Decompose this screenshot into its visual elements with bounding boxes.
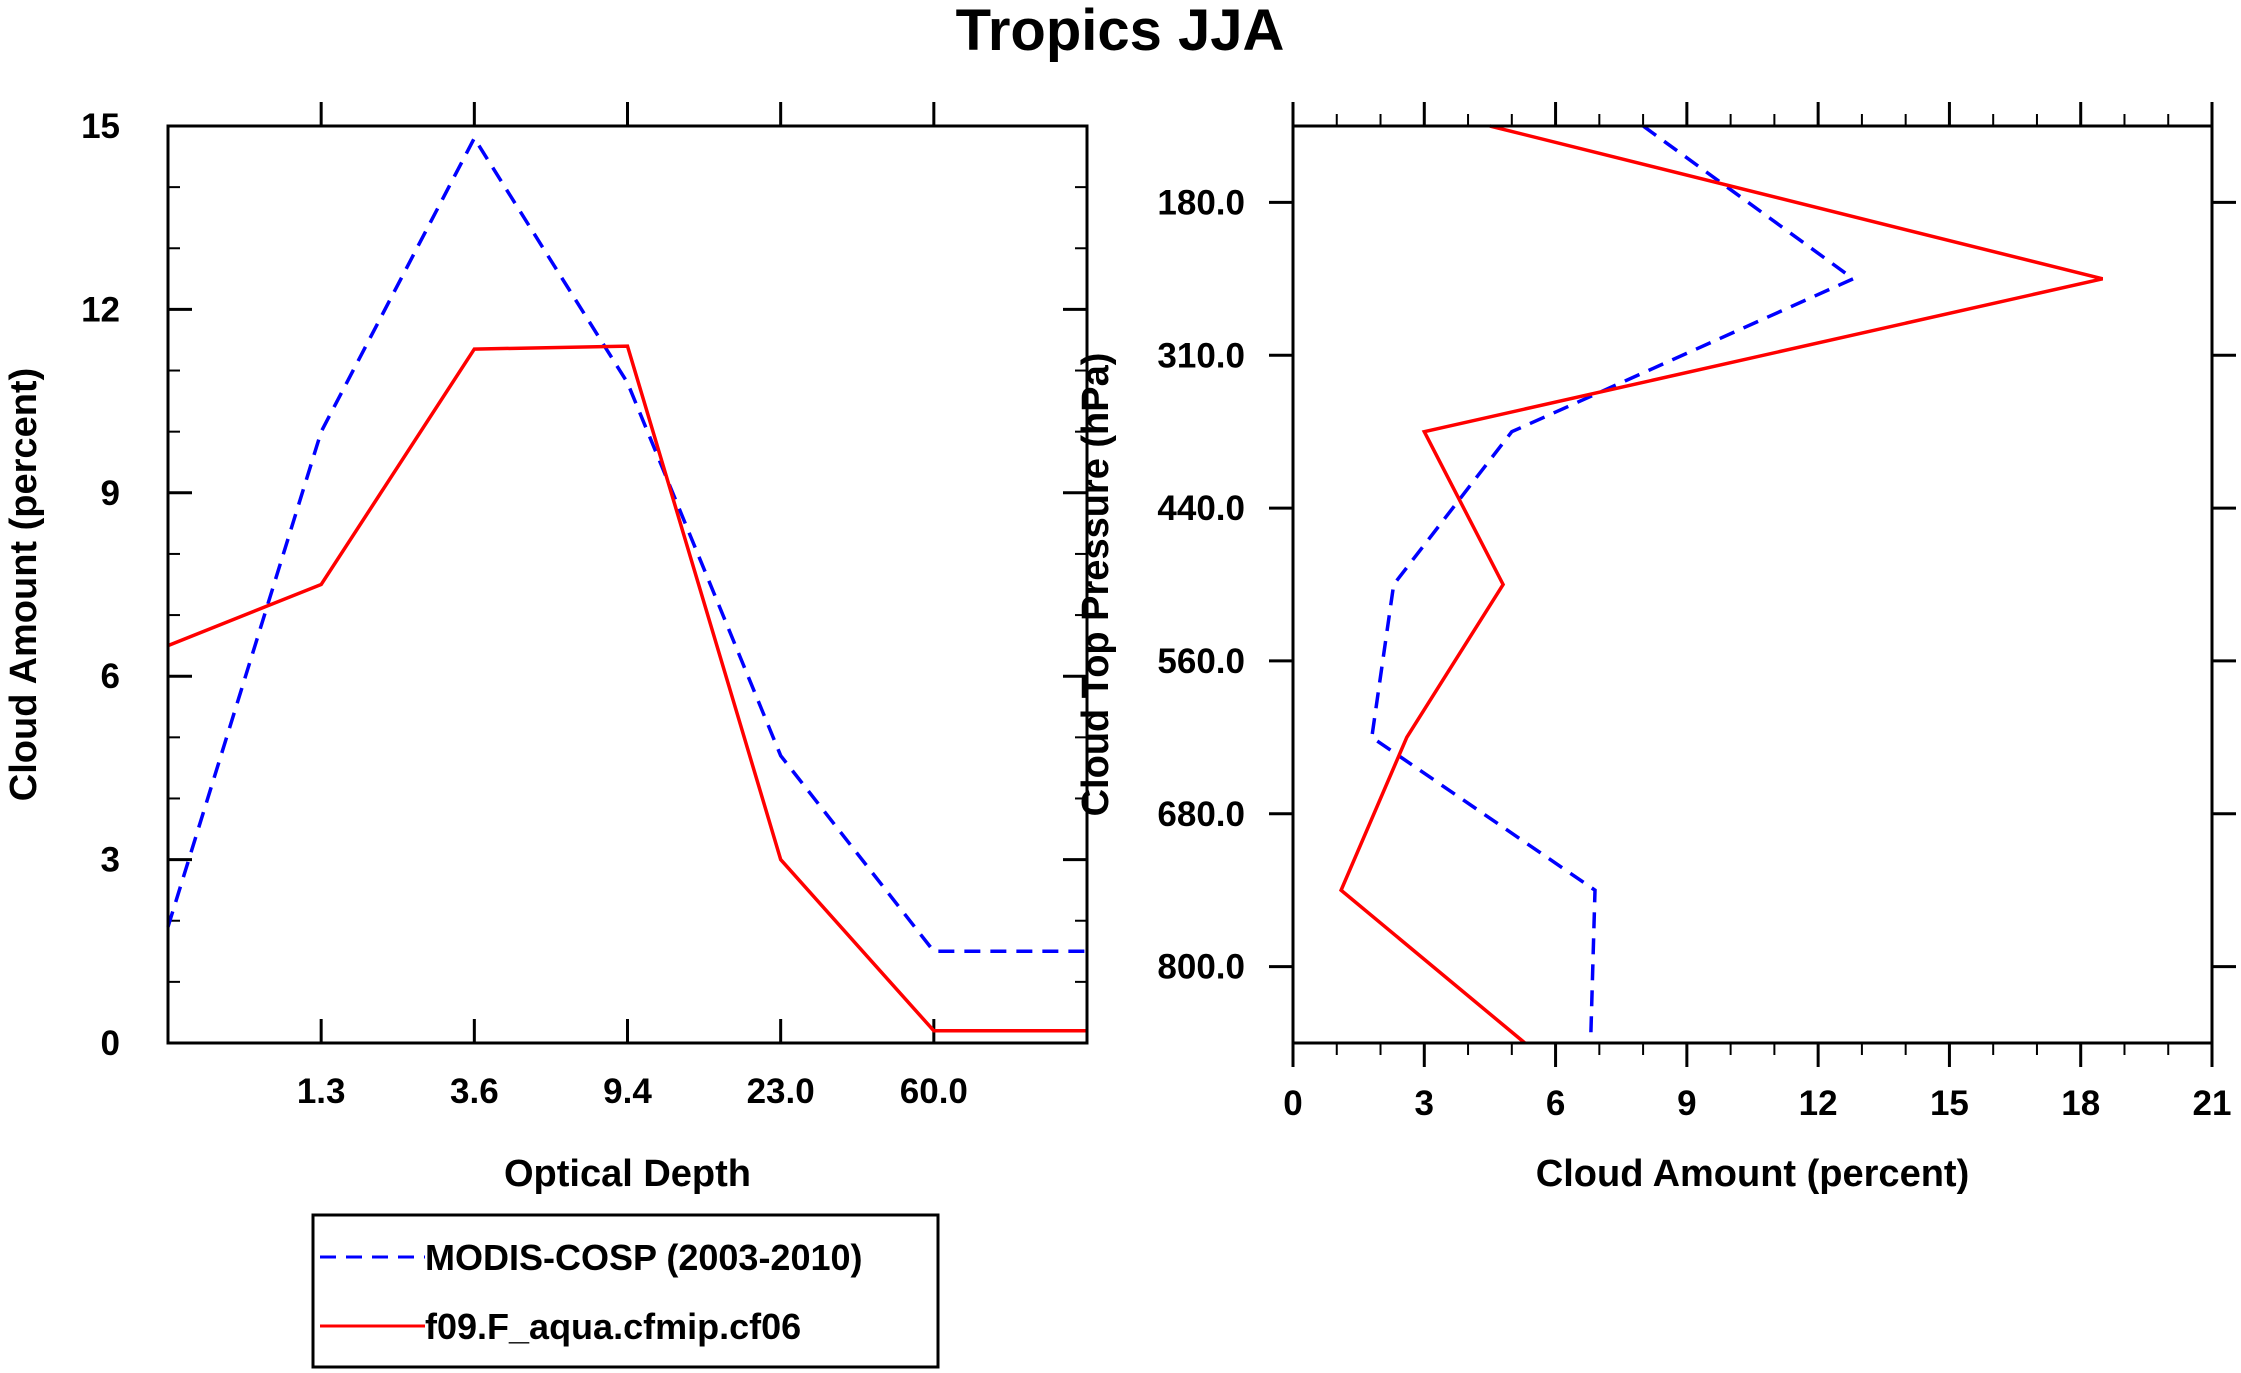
left-xtick-label: 3.6 [450,1072,499,1111]
left-ytick-label: 0 [101,1024,120,1063]
left-chart: 0 3 6 9 12 15 1.3 3.6 9.4 23.0 60.0 Optical Depth Cl… [3,102,1089,1195]
left-xtick-label: 23.0 [747,1072,815,1111]
left-ytick-label: 3 [101,841,120,880]
right-xaxis-label: Cloud Amount (percent) [1536,1153,1969,1195]
left-ytick-label: 12 [81,290,120,329]
left-ytick-label: 6 [101,657,120,696]
right-chart: 0 3 6 9 12 15 18 21 180.0 310.0 440.0 560.0 680.0 800… [1075,102,2236,1195]
left-ytick-label: 9 [101,474,120,513]
right-ytick-label: 680.0 [1157,795,1245,834]
left-ytick-label: 15 [81,107,120,146]
left-xtick-label: 1.3 [297,1072,346,1111]
left-series-obs-line [166,134,1087,954]
right-ytick-label: 440.0 [1157,489,1245,528]
chart-title: Tropics JJA [956,0,1285,63]
left-xaxis-label: Optical Depth [504,1153,751,1195]
left-xtick-label: 60.0 [900,1072,968,1111]
right-xtick-label: 12 [1799,1084,1838,1123]
legend-label-model: f09.F_aqua.cfmip.cf06 [425,1306,801,1347]
right-ytick-label: 560.0 [1157,642,1245,681]
right-plot-frame [1291,124,2214,1045]
right-series-model-line [1338,124,2104,1045]
left-series-model-line [167,344,1087,1033]
right-series-obs-line [1369,124,1857,1044]
right-xtick-label: 21 [2193,1084,2232,1123]
right-xtick-label: 0 [1283,1084,1302,1123]
legend-label-obs: MODIS-COSP (2003-2010) [425,1237,863,1278]
legend-box [311,1213,940,1369]
right-ytick-label: 180.0 [1157,183,1245,222]
right-xtick-label: 15 [1930,1084,1969,1123]
right-xtick-label: 9 [1677,1084,1696,1123]
right-xtick-label: 18 [2061,1084,2100,1123]
left-yaxis-label: Cloud Amount (percent) [3,368,45,801]
left-xtick-label: 9.4 [603,1072,652,1111]
right-ytick-label: 800.0 [1157,948,1245,987]
right-yaxis-label: Cloud Top Pressure (hPa) [1075,353,1117,817]
right-ytick-label: 310.0 [1157,336,1245,375]
legend: MODIS-COSP (2003-2010) f09.F_aqua.cfmip.… [311,1213,940,1369]
right-xtick-label: 6 [1546,1084,1565,1123]
right-xtick-label: 3 [1415,1084,1434,1123]
left-plot-frame [166,124,1089,1045]
